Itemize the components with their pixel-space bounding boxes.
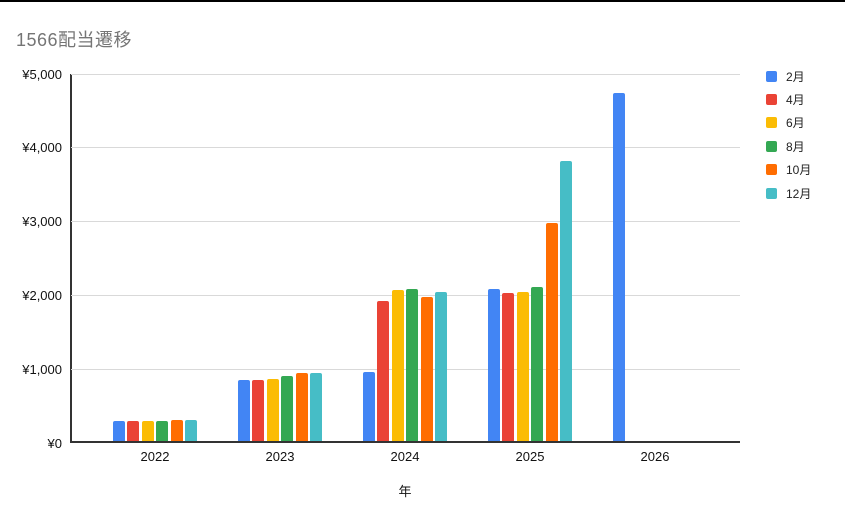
bar-2022-6月[interactable]: [141, 421, 154, 441]
gridline-1000: [71, 368, 740, 370]
legend-label-10月: 10月: [786, 163, 812, 178]
bar-2024-8月[interactable]: [406, 288, 419, 441]
gridline-5000: [71, 73, 740, 75]
x-tick-label-2022: 2022: [140, 449, 170, 464]
x-tick-label-2024: 2024: [390, 449, 420, 464]
bar-2022-10月[interactable]: [170, 419, 183, 441]
legend-swatch-10月: [766, 164, 777, 176]
legend-item-6月[interactable]: 6月: [766, 116, 805, 130]
bar-2023-8月[interactable]: [281, 376, 294, 441]
bar-2024-2月[interactable]: [362, 371, 375, 441]
legend-label-8月: 8月: [786, 139, 805, 154]
gridline-3000: [71, 221, 740, 223]
bar-2025-8月[interactable]: [531, 286, 544, 441]
legend-swatch-2月: [766, 70, 777, 82]
y-axis-line: [70, 74, 72, 443]
bar-2025-12月[interactable]: [560, 160, 573, 441]
bar-2025-2月[interactable]: [487, 288, 500, 441]
gridline-4000: [71, 147, 740, 149]
legend-item-2月[interactable]: 2月: [766, 69, 805, 84]
y-tick-label-4000: ¥4,000: [22, 140, 62, 156]
bar-2024-6月[interactable]: [391, 290, 404, 441]
x-tick-label-2023: 2023: [265, 449, 295, 464]
bar-2023-4月[interactable]: [252, 380, 265, 441]
bar-2022-12月[interactable]: [185, 419, 198, 441]
legend-label-2月: 2月: [786, 69, 805, 84]
legend-item-10月[interactable]: 10月: [766, 163, 811, 177]
y-tick-label-1000: ¥1,000: [22, 361, 62, 377]
bar-2022-4月[interactable]: [127, 421, 140, 441]
x-axis-line: [70, 441, 740, 443]
legend-swatch-6月: [766, 117, 777, 129]
x-tick-label-2025: 2025: [515, 449, 545, 464]
x-tick-label-2026: 2026: [640, 449, 670, 464]
legend-label-6月: 6月: [786, 116, 805, 131]
chart-title: 1566配当遷移: [16, 30, 133, 50]
bar-2023-2月[interactable]: [237, 379, 250, 441]
legend-swatch-4月: [766, 93, 777, 105]
bar-2023-10月[interactable]: [295, 373, 308, 441]
plot-area: [70, 73, 740, 443]
gridline-2000: [71, 294, 740, 296]
y-tick-label-2000: ¥2,000: [22, 287, 62, 303]
bar-2022-8月[interactable]: [156, 420, 169, 441]
bar-2023-12月[interactable]: [310, 373, 323, 441]
legend-label-4月: 4月: [786, 92, 805, 107]
legend-item-12月[interactable]: 12月: [766, 186, 812, 201]
bar-2023-6月[interactable]: [266, 378, 279, 441]
bar-2026-2月[interactable]: [612, 92, 625, 441]
bar-2025-10月[interactable]: [545, 223, 558, 441]
bar-2022-2月[interactable]: [112, 421, 125, 441]
bar-2024-10月[interactable]: [420, 297, 433, 441]
bar-2025-6月[interactable]: [516, 291, 529, 441]
legend-item-8月[interactable]: 8月: [766, 139, 805, 154]
legend-swatch-8月: [766, 140, 777, 152]
y-tick-label-0: ¥0: [47, 435, 62, 451]
bar-2025-4月[interactable]: [502, 293, 515, 441]
legend-label-12月: 12月: [786, 186, 812, 201]
bar-2024-4月[interactable]: [377, 300, 390, 441]
y-tick-label-5000: ¥5,000: [22, 66, 62, 82]
legend-item-4月[interactable]: 4月: [766, 92, 805, 107]
legend-swatch-12月: [766, 187, 777, 199]
bar-2024-12月[interactable]: [435, 291, 448, 441]
window-top-edge: [0, 0, 845, 2]
x-axis-title: 年: [398, 484, 412, 499]
y-tick-label-3000: ¥3,000: [22, 214, 62, 230]
